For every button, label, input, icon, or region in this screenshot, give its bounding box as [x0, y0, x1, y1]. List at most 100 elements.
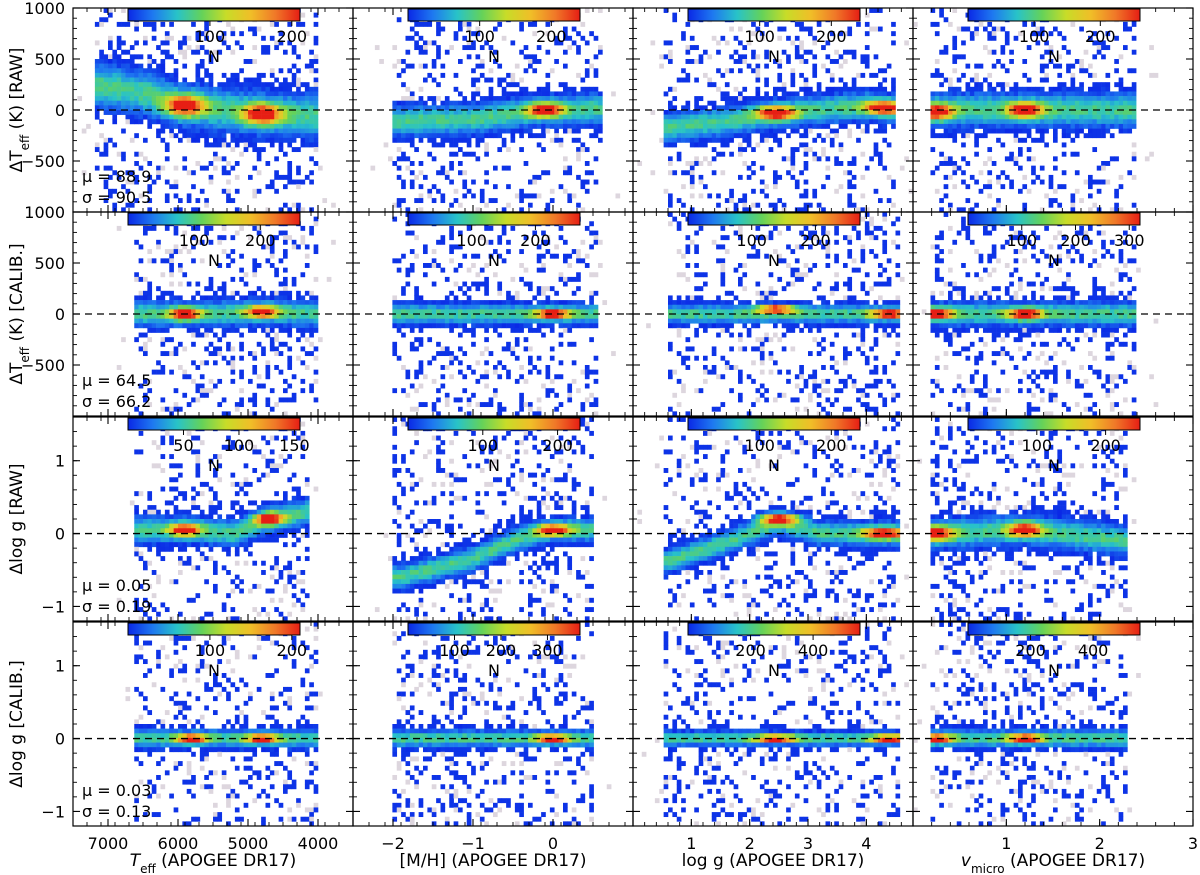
hist-bin — [414, 300, 419, 306]
hist-bin — [1131, 96, 1137, 102]
hist-bin — [716, 151, 721, 157]
hist-bin — [309, 309, 314, 315]
hist-bin — [418, 119, 424, 125]
hist-bin — [1070, 114, 1076, 120]
hist-bin — [134, 174, 139, 180]
hist-bin — [1088, 179, 1093, 185]
hist-bin — [1022, 86, 1028, 92]
hist-bin — [94, 21, 100, 27]
hist-bin — [409, 91, 415, 97]
hist-bin — [1057, 82, 1063, 88]
hist-bin — [213, 304, 218, 310]
hist-bin — [1096, 110, 1102, 115]
hist-bin — [983, 133, 988, 139]
hist-bin — [733, 110, 739, 115]
hist-bin — [589, 170, 594, 176]
hist-bin — [864, 31, 870, 37]
hist-bin — [768, 114, 774, 120]
hist-bin — [436, 142, 441, 148]
hist-bin — [1053, 100, 1058, 106]
hist-bin — [405, 100, 411, 106]
hist-bin — [230, 72, 236, 78]
hist-bin — [843, 91, 848, 97]
hist-bin — [173, 318, 179, 324]
hist-bin — [396, 300, 402, 306]
hist-bin — [199, 123, 205, 129]
hist-bin — [423, 174, 428, 180]
hist-bin — [1096, 119, 1102, 125]
hist-bin — [418, 184, 424, 190]
hist-bin — [169, 72, 174, 78]
hist-bin — [213, 346, 218, 352]
hist-bin — [392, 161, 398, 166]
hist-bin — [156, 100, 161, 106]
hist-bin — [269, 128, 275, 134]
hist-bin — [204, 72, 209, 78]
hist-bin — [790, 174, 796, 180]
hist-bin — [300, 388, 306, 394]
hist-bin — [969, 114, 975, 120]
hist-bin — [987, 21, 993, 27]
hist-bin — [462, 128, 468, 134]
hist-bin — [304, 123, 310, 129]
hist-bin — [213, 142, 218, 148]
hist-bin — [886, 142, 892, 148]
hist-bin — [313, 77, 319, 83]
hist-bin — [213, 100, 218, 106]
hist-bin — [851, 156, 857, 162]
hist-bin — [392, 137, 398, 143]
hist-bin — [195, 128, 201, 134]
hist-bin — [138, 63, 144, 69]
hist-bin — [427, 40, 433, 46]
hist-bin — [1070, 123, 1076, 129]
hist-bin — [873, 142, 879, 148]
hist-bin — [296, 86, 301, 92]
hist-bin — [729, 193, 734, 199]
hist-bin — [418, 35, 424, 41]
hist-bin — [108, 137, 113, 143]
hist-bin — [501, 128, 507, 134]
hist-bin — [991, 110, 997, 115]
hist-bin — [431, 184, 437, 190]
hist-bin — [1105, 72, 1111, 78]
hist-bin — [405, 369, 411, 375]
hist-bin — [138, 314, 144, 319]
hist-bin — [296, 21, 301, 27]
hist-bin — [309, 105, 314, 111]
hist-bin — [304, 253, 310, 259]
hist-bin — [195, 63, 201, 69]
hist-bin — [1004, 128, 1010, 134]
hist-bin — [891, 82, 896, 88]
hist-bin — [116, 365, 122, 370]
hist-bin — [125, 68, 131, 74]
hist-bin — [825, 114, 831, 120]
hist-bin — [143, 137, 148, 143]
hist-bin — [1101, 165, 1106, 171]
hist-bin — [1074, 110, 1080, 115]
hist-bin — [497, 110, 503, 115]
hist-bin — [208, 351, 214, 357]
hist-bin — [1153, 72, 1159, 78]
hist-bin — [637, 161, 643, 166]
hist-bin — [309, 383, 314, 389]
hist-bin — [847, 179, 853, 185]
hist-bin — [199, 374, 205, 380]
hist-bin — [418, 207, 424, 213]
hist-bin — [265, 327, 271, 333]
hist-bin — [545, 82, 551, 88]
hist-bin — [138, 295, 144, 301]
hist-bin — [1109, 91, 1115, 97]
hist-bin — [160, 72, 166, 78]
hist-bin — [790, 147, 796, 153]
hist-bin — [313, 100, 319, 106]
hist-bin — [1088, 100, 1093, 106]
hist-bin — [1118, 91, 1124, 97]
hist-bin — [204, 314, 209, 319]
hist-bin — [943, 119, 949, 125]
hist-bin — [309, 327, 314, 333]
hist-bin — [974, 123, 979, 129]
hist-bin — [423, 77, 428, 83]
hist-bin — [313, 142, 319, 148]
hist-bin — [147, 54, 153, 60]
hist-bin — [296, 91, 301, 97]
